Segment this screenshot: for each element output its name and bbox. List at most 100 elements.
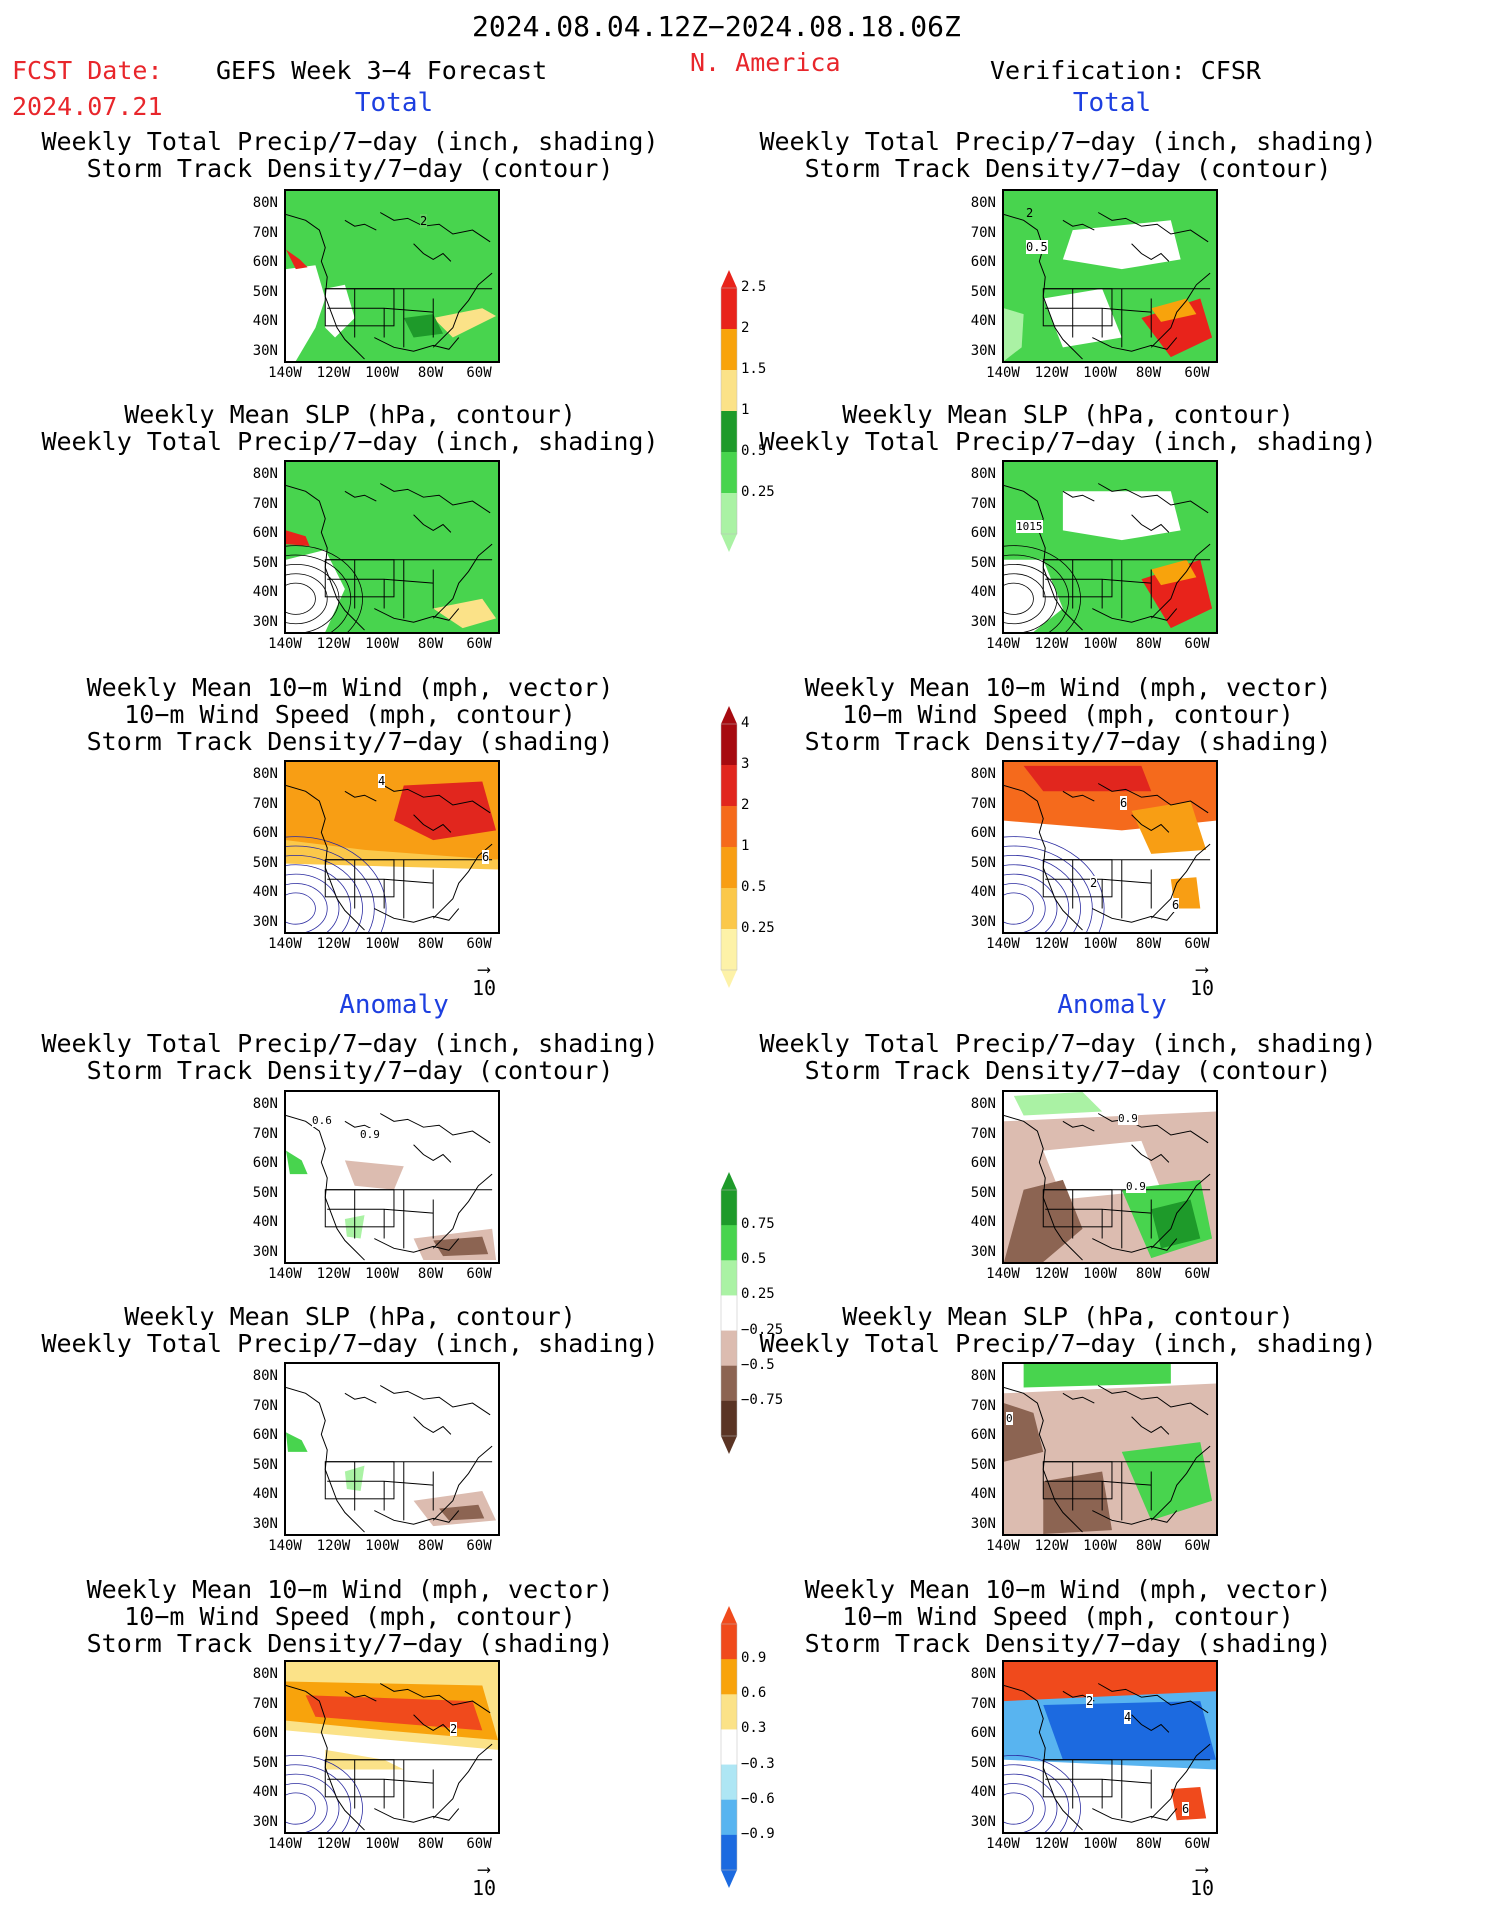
shaded-region (1023, 1364, 1171, 1388)
lon-tick-label: 80W (1135, 1538, 1162, 1554)
lat-tick-label: 80N (252, 466, 278, 482)
lon-tick-label: 60W (1184, 365, 1210, 381)
colorbar-segment (721, 1834, 737, 1871)
lon-tick-label: 100W (365, 1266, 399, 1282)
forecast-title: GEFS Week 3−4 Forecast (216, 56, 548, 85)
contour-line (1004, 892, 1034, 925)
map-wind-storm-total-verif (1002, 760, 1218, 934)
state-border-box (324, 559, 395, 598)
lat-tick-label: 60N (970, 1427, 996, 1443)
lon-tick-label: 120W (316, 1836, 351, 1852)
clabel-wind-total-verif-c: 6 (1172, 898, 1180, 912)
colorbar-segment (721, 1729, 737, 1766)
shaded-region (439, 1504, 485, 1521)
coastline (1004, 484, 1083, 631)
coastline (379, 483, 491, 514)
coastline (432, 1743, 493, 1819)
lat-tick-label: 40N (970, 1214, 996, 1230)
title-wind-storm-anom-verif: Weekly Mean 10−m Wind (mph, vector) 10−m… (804, 1575, 1332, 1658)
colorbar-label: 2 (741, 320, 750, 336)
coastline (1092, 608, 1178, 623)
lat-tick-label: 50N (252, 854, 278, 871)
clabel-anom-slp-verif: 0 (1006, 1412, 1013, 1425)
map-precip-storm-total-fcst (284, 189, 500, 363)
contour-line (286, 554, 352, 632)
region-label: N. America (690, 48, 841, 77)
clabel-anom-precip-fcst-b: 0.9 (360, 1128, 380, 1141)
shaded-region (1043, 1471, 1112, 1534)
colorbar-label: 0.5 (741, 879, 767, 895)
lon-tick-label: 60W (466, 1836, 492, 1852)
lon-tick-label: 100W (1083, 636, 1117, 652)
colorbar-label: 1 (741, 402, 750, 418)
coastline (1045, 1189, 1152, 1249)
title-precip-storm-total-verif: Weekly Total Precip/7−day (inch, shading… (759, 127, 1377, 183)
lat-tick-label: 30N (970, 1813, 996, 1830)
map-canvas (286, 191, 498, 361)
lat-tick-label: 60N (252, 1155, 278, 1171)
lat-tick-label: 70N (970, 1695, 996, 1712)
lon-tick-label: 100W (365, 936, 399, 952)
coastline (286, 484, 365, 631)
shaded-region (1013, 1092, 1103, 1116)
lat-tick-label: 30N (970, 613, 996, 630)
colorbar-cap-top (721, 1172, 737, 1190)
colorbar-label: 3 (741, 756, 750, 772)
lon-tick-label: 140W (268, 1836, 302, 1852)
clabel-anom-precip-fcst-a: 0.6 (312, 1114, 332, 1127)
clabel-precip-total-verif-b: 0.5 (1026, 240, 1048, 254)
arrow-right-icon: ⟶ (478, 1859, 490, 1880)
lon-tick-label: 140W (268, 936, 302, 952)
colorbar-label: 0.75 (741, 1216, 775, 1233)
lon-tick-label: 80W (1135, 1836, 1162, 1852)
verification-label: Verification: CFSR (990, 56, 1261, 85)
contour-line (286, 573, 328, 625)
lon-tick-label: 80W (417, 636, 444, 652)
coastline (1062, 790, 1095, 802)
coastline (327, 1189, 434, 1249)
lon-tick-label: 140W (986, 1538, 1020, 1554)
lon-tick-label: 100W (365, 636, 399, 652)
map-slp-precip-anom-fcst (284, 1362, 500, 1536)
colorbar-segment (721, 411, 737, 453)
coastline (374, 908, 460, 923)
map-wind-storm-anom-verif (1002, 1660, 1218, 1834)
coastline (1150, 1173, 1211, 1249)
colorbar-segment (721, 806, 737, 848)
colorbar-segment (721, 765, 737, 807)
lon-tick-label: 60W (1184, 1538, 1210, 1554)
lat-tick-label: 70N (252, 1125, 278, 1142)
lat-tick-label: 50N (252, 283, 278, 300)
state-border-box (1042, 1189, 1113, 1228)
lon-tick-label: 100W (1083, 1266, 1117, 1282)
map-precip-storm-anom-verif (1002, 1090, 1218, 1264)
lon-tick-label: 120W (1034, 1836, 1069, 1852)
contour-line (286, 892, 316, 925)
lat-tick-label: 30N (252, 613, 278, 630)
coastline (286, 1386, 365, 1533)
contour-line (286, 873, 340, 932)
coastline (1004, 1386, 1083, 1533)
title-wind-storm-total-fcst: Weekly Mean 10−m Wind (mph, vector) 10−m… (86, 673, 614, 756)
lat-tick-label: 30N (252, 1813, 278, 1830)
lat-tick-label: 40N (252, 1784, 278, 1800)
colorbar-segment (721, 1400, 737, 1437)
coastline (1150, 272, 1211, 348)
lon-tick-label: 60W (1184, 936, 1210, 952)
colorbar-label: −0.5 (741, 1356, 775, 1373)
colorbar-label: 2.5 (741, 279, 767, 295)
lat-tick-label: 40N (970, 313, 996, 329)
map-canvas (1004, 191, 1216, 361)
contour-line (286, 1773, 340, 1832)
shaded-region (1062, 491, 1181, 541)
contour-line (1004, 554, 1070, 632)
lat-tick-label: 60N (970, 1725, 996, 1741)
shaded-region (1062, 220, 1181, 270)
coastline (1097, 1385, 1209, 1416)
colorbar-label: 0.5 (741, 1251, 767, 1268)
lat-tick-label: 60N (970, 254, 996, 270)
colorbar-label: −0.6 (741, 1790, 775, 1807)
coastline (1045, 1461, 1152, 1521)
lat-tick-label: 50N (970, 1456, 996, 1473)
coastline (432, 1173, 493, 1249)
